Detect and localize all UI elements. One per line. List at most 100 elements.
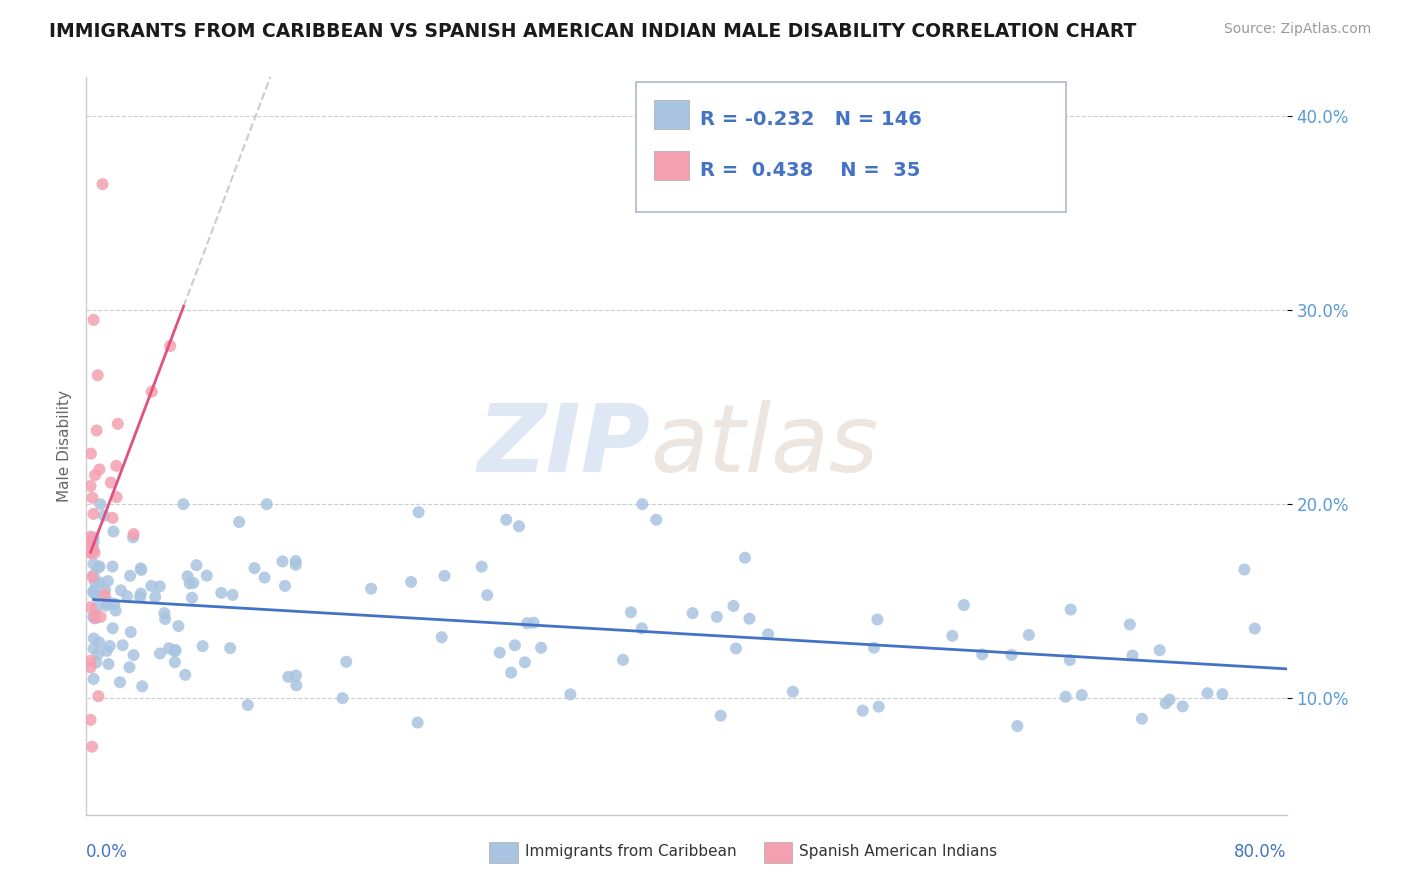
Point: [93, 508, 115, 523]
Point: [236, 698, 259, 712]
Point: [79, 713, 101, 727]
Point: [83, 568, 105, 582]
Point: [104, 603, 127, 617]
Point: [219, 641, 242, 656]
Point: [83, 632, 105, 646]
Point: [723, 599, 745, 613]
Point: [83, 535, 105, 549]
Point: [1149, 643, 1171, 657]
Point: [101, 621, 124, 635]
Point: [560, 687, 582, 701]
Point: [79, 546, 101, 560]
Point: [277, 670, 299, 684]
Point: [118, 660, 141, 674]
Point: [96, 644, 118, 658]
Point: [620, 605, 643, 619]
Point: [122, 530, 145, 544]
Point: [79, 534, 101, 549]
Point: [149, 579, 172, 593]
Point: [87, 647, 110, 661]
Point: [79, 530, 101, 544]
Point: [1211, 687, 1233, 701]
Point: [79, 600, 101, 615]
Point: [284, 554, 307, 568]
Point: [706, 610, 728, 624]
Point: [87, 560, 110, 574]
Point: [83, 584, 105, 599]
Point: [89, 497, 111, 511]
Point: [209, 586, 232, 600]
Point: [107, 417, 129, 431]
Point: [79, 654, 101, 668]
Point: [167, 619, 190, 633]
Point: [522, 615, 544, 630]
Point: [724, 641, 747, 656]
Point: [84, 607, 107, 622]
Point: [83, 557, 105, 571]
Point: [501, 665, 523, 680]
Point: [82, 491, 104, 505]
Point: [516, 616, 538, 631]
Point: [477, 588, 499, 602]
Point: [433, 569, 456, 583]
Point: [129, 590, 152, 604]
Point: [84, 610, 107, 624]
Point: [941, 629, 963, 643]
Point: [1000, 648, 1022, 662]
Point: [159, 339, 181, 353]
Point: [120, 625, 142, 640]
Point: [513, 655, 536, 669]
Point: [495, 513, 517, 527]
Point: [1059, 653, 1081, 667]
Point: [91, 177, 114, 191]
Point: [84, 468, 107, 483]
Text: ZIP: ZIP: [478, 400, 651, 492]
Point: [508, 519, 530, 533]
Point: [274, 579, 297, 593]
Point: [79, 660, 101, 674]
Point: [111, 638, 134, 652]
Point: [191, 639, 214, 653]
Point: [83, 531, 105, 545]
Point: [645, 513, 668, 527]
Point: [852, 704, 875, 718]
Point: [430, 630, 453, 644]
Point: [84, 600, 107, 615]
Point: [360, 582, 382, 596]
Text: atlas: atlas: [651, 401, 879, 491]
Point: [1070, 688, 1092, 702]
Point: [332, 691, 354, 706]
Point: [89, 462, 111, 476]
Point: [972, 648, 994, 662]
Point: [738, 612, 761, 626]
Point: [83, 507, 105, 521]
Point: [1159, 692, 1181, 706]
Text: 80.0%: 80.0%: [1234, 843, 1286, 861]
Point: [115, 589, 138, 603]
Point: [103, 597, 125, 611]
Point: [630, 621, 652, 635]
Point: [503, 638, 526, 652]
Point: [682, 606, 704, 620]
Point: [734, 550, 756, 565]
Point: [101, 511, 124, 525]
Point: [631, 497, 654, 511]
Point: [1054, 690, 1077, 704]
Point: [1154, 696, 1177, 710]
Point: [243, 561, 266, 575]
Point: [122, 648, 145, 662]
Point: [131, 679, 153, 693]
Point: [129, 563, 152, 577]
Point: [782, 684, 804, 698]
Point: [80, 540, 103, 554]
Point: [83, 546, 105, 560]
Point: [83, 610, 105, 624]
Point: [143, 590, 166, 604]
Point: [285, 668, 308, 682]
Point: [953, 598, 976, 612]
Point: [86, 424, 108, 438]
Point: [1059, 602, 1081, 616]
Point: [335, 655, 357, 669]
Point: [1197, 686, 1219, 700]
Point: [86, 590, 108, 604]
